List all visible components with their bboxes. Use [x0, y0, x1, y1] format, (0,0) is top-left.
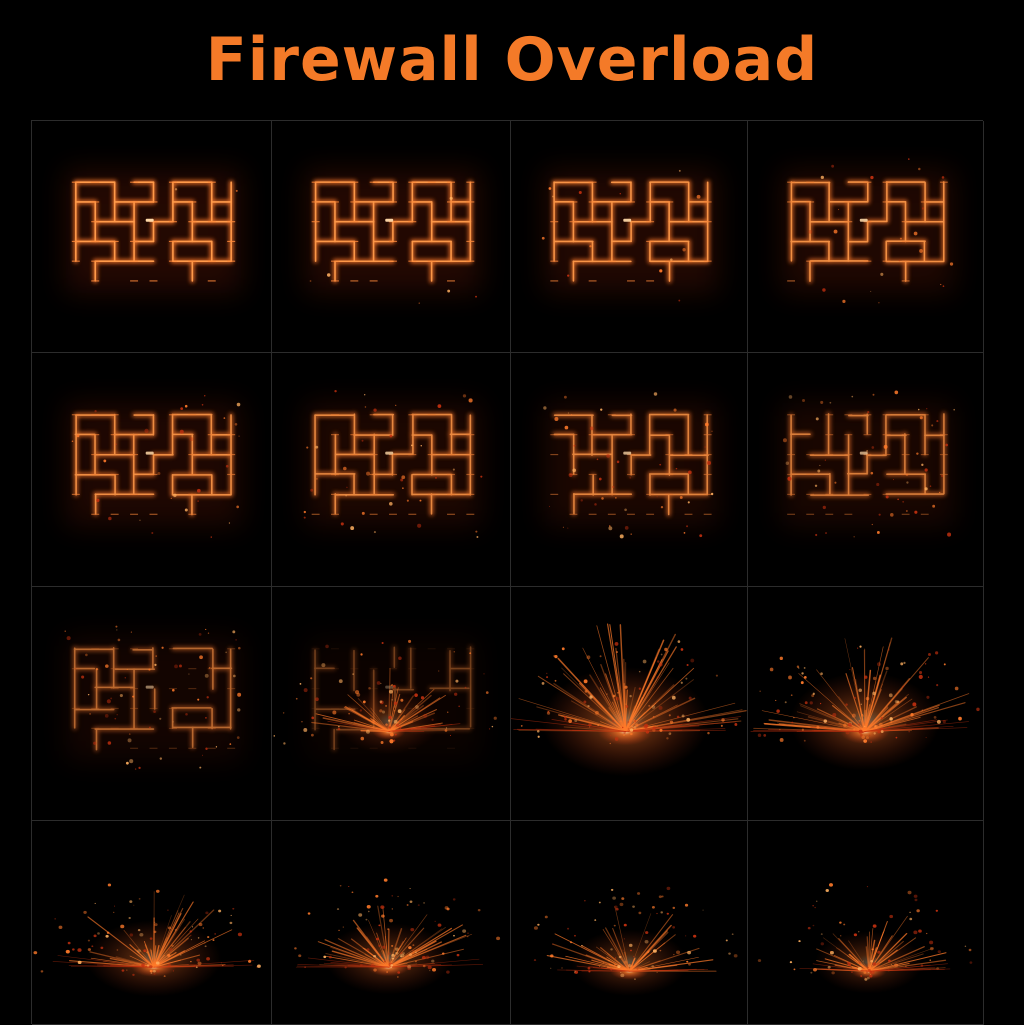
- animation-frame: [511, 821, 748, 1025]
- animation-frame: [748, 587, 984, 821]
- breach-point: [146, 219, 154, 222]
- frame-art: [272, 121, 510, 352]
- frame-art: [272, 821, 510, 1024]
- animation-frame: [32, 121, 272, 353]
- animation-frame: [272, 821, 511, 1025]
- breach-point: [860, 219, 868, 222]
- frame-art: [748, 587, 983, 820]
- explosion-burst: [751, 638, 969, 771]
- frame-art: [748, 821, 983, 1024]
- animation-frame: [748, 821, 984, 1025]
- breach-point: [860, 452, 868, 455]
- breach-point: [623, 219, 631, 222]
- animation-frame: [32, 353, 272, 587]
- breach-point: [146, 686, 154, 689]
- frame-art: [511, 821, 747, 1024]
- page-title: Firewall Overload: [0, 22, 1024, 98]
- animation-frame: [748, 353, 984, 587]
- frame-art: [272, 353, 510, 586]
- breach-point: [146, 452, 154, 455]
- breach-point: [385, 219, 393, 222]
- frame-art: [32, 821, 271, 1024]
- frame-art: [32, 121, 271, 352]
- animation-frame: [748, 121, 984, 353]
- sprite-sheet: [31, 120, 983, 1024]
- breach-point: [623, 452, 631, 455]
- animation-frame: [511, 121, 748, 353]
- animation-frame: [511, 587, 748, 821]
- animation-frame: [32, 587, 272, 821]
- explosion-burst: [511, 624, 746, 776]
- animation-frame: [511, 353, 748, 587]
- frame-art: [32, 353, 271, 586]
- explosion-burst: [53, 892, 254, 997]
- explosion-burst: [296, 906, 483, 994]
- animation-frame: [272, 587, 511, 821]
- frame-art: [511, 121, 747, 352]
- frame-art: [748, 121, 983, 352]
- frame-art: [272, 587, 510, 820]
- frame-art: [511, 353, 747, 586]
- animation-frame: [272, 121, 511, 353]
- animation-frame: [272, 353, 511, 587]
- frame-art: [748, 353, 983, 586]
- animation-frame: [32, 821, 272, 1025]
- frame-art: [511, 587, 747, 820]
- explosion-burst: [800, 916, 951, 993]
- explosion-burst: [547, 906, 716, 996]
- breach-point: [385, 452, 393, 455]
- frame-art: [32, 587, 271, 820]
